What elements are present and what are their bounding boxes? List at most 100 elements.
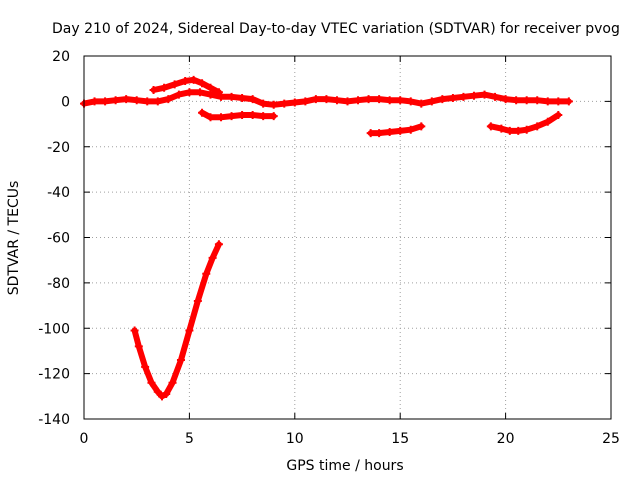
data-point — [227, 112, 236, 121]
y-tick-label: 20 — [52, 49, 70, 65]
data-point — [132, 96, 141, 105]
data-point — [290, 98, 299, 107]
x-tick-label: 15 — [391, 431, 409, 447]
y-axis-label: SDTVAR / TECUs — [6, 181, 22, 296]
axis-ticks — [83, 55, 612, 420]
data-point — [214, 240, 223, 249]
data-point — [533, 96, 542, 105]
data-point — [206, 113, 215, 122]
y-tick-label: -40 — [47, 185, 70, 201]
data-point — [427, 97, 436, 106]
data-point — [149, 86, 158, 95]
data-point — [269, 112, 278, 121]
data-point — [143, 97, 152, 106]
data-point — [522, 125, 531, 134]
data-point — [141, 362, 150, 371]
data-point — [238, 93, 247, 102]
data-point — [176, 356, 185, 365]
y-tick-labels: -140 -120 -100 -80 -60 -40 -20 0 20 — [38, 49, 70, 428]
x-tick-label: 5 — [185, 431, 194, 447]
data-point — [174, 90, 183, 99]
data-point — [533, 122, 542, 131]
data-point — [514, 126, 523, 135]
x-tick-labels: 0 5 10 15 20 25 — [80, 431, 620, 447]
data-point — [406, 125, 415, 134]
data-point — [157, 392, 166, 401]
data-point — [491, 92, 500, 101]
data-point — [238, 110, 247, 119]
series-group — [80, 75, 573, 401]
y-tick-label: -60 — [47, 231, 70, 247]
data-point — [417, 122, 426, 131]
y-tick-label: -80 — [47, 276, 70, 292]
data-point — [206, 90, 215, 99]
data-point — [385, 128, 394, 137]
data-point — [130, 326, 139, 335]
data-point — [438, 95, 447, 104]
data-point — [181, 76, 190, 85]
data-point — [208, 253, 217, 262]
data-point — [469, 91, 478, 100]
x-tick-label: 25 — [602, 431, 620, 447]
data-point — [269, 100, 278, 109]
data-point — [497, 124, 506, 133]
data-point — [322, 95, 331, 104]
data-point — [164, 95, 173, 104]
chart-title: Day 210 of 2024, Sidereal Day-to-day VTE… — [52, 21, 620, 37]
data-point — [198, 108, 207, 117]
y-tick-label: -100 — [38, 321, 70, 337]
data-point — [486, 122, 495, 131]
data-point — [543, 97, 552, 106]
data-point — [448, 93, 457, 102]
x-tick-label: 0 — [80, 431, 89, 447]
data-point — [311, 95, 320, 104]
y-tick-label: -120 — [38, 367, 70, 383]
data-point — [501, 95, 510, 104]
grid-lines — [84, 56, 611, 419]
y-tick-label: -20 — [47, 140, 70, 156]
data-point — [248, 95, 257, 104]
x-axis-label: GPS time / hours — [286, 458, 403, 474]
data-point — [459, 92, 468, 101]
data-point — [259, 99, 268, 108]
data-point — [301, 97, 310, 106]
data-point — [366, 129, 375, 138]
data-point — [195, 88, 204, 97]
data-point — [543, 117, 552, 126]
data-point — [160, 83, 169, 92]
data-point — [168, 378, 177, 387]
data-point — [259, 112, 268, 121]
data-point — [522, 96, 531, 105]
data-point — [202, 269, 211, 278]
data-point — [122, 95, 131, 104]
plot-frame — [83, 55, 612, 420]
data-point — [364, 95, 373, 104]
data-point — [564, 97, 573, 106]
data-point — [90, 97, 99, 106]
data-point — [280, 99, 289, 108]
data-point — [248, 110, 257, 119]
data-point — [396, 126, 405, 135]
data-point — [512, 96, 521, 105]
data-point — [111, 96, 120, 105]
y-tick-label: -140 — [38, 412, 70, 428]
data-point — [505, 126, 514, 135]
data-point — [375, 129, 384, 138]
data-point — [170, 80, 179, 89]
data-point — [343, 97, 352, 106]
data-point — [101, 97, 110, 106]
data-point — [227, 92, 236, 101]
data-point — [375, 95, 384, 104]
data-point — [189, 75, 198, 84]
data-point — [193, 297, 202, 306]
data-point — [396, 96, 405, 105]
y-tick-label: 0 — [61, 94, 70, 110]
data-point — [198, 79, 207, 88]
data-point — [332, 96, 341, 105]
x-tick-label: 10 — [286, 431, 304, 447]
data-point — [354, 96, 363, 105]
data-point — [385, 96, 394, 105]
data-point — [554, 97, 563, 106]
data-point — [417, 99, 426, 108]
data-point — [147, 378, 156, 387]
